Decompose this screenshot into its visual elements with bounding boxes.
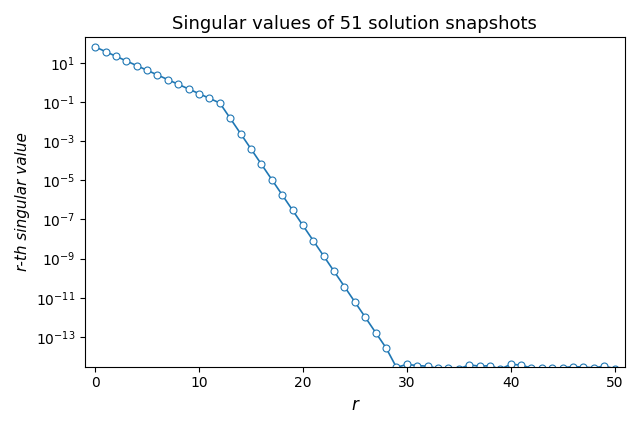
X-axis label: r: r xyxy=(351,396,358,414)
Y-axis label: r-th singular value: r-th singular value xyxy=(15,133,30,272)
Title: Singular values of 51 solution snapshots: Singular values of 51 solution snapshots xyxy=(172,15,538,33)
